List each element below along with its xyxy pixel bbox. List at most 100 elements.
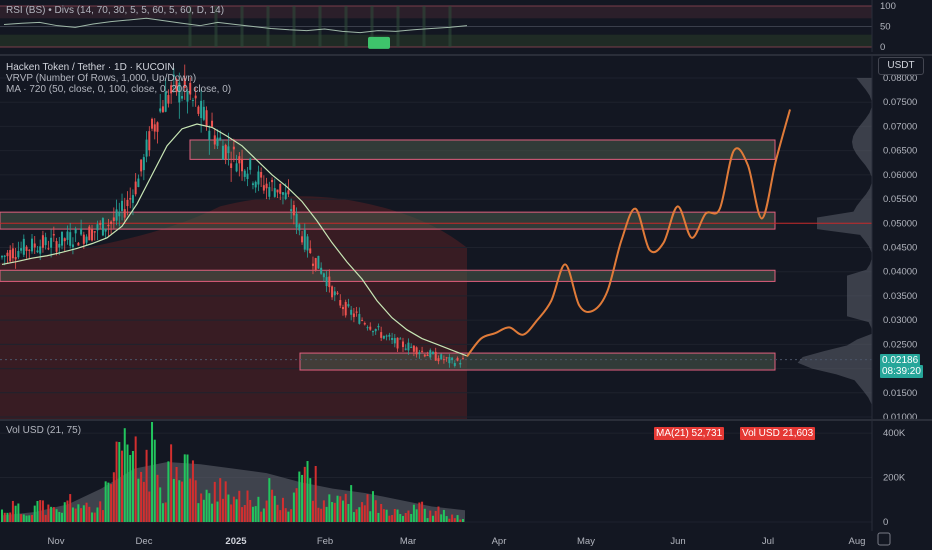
volume-bar — [276, 504, 279, 522]
currency-button[interactable]: USDT — [878, 57, 924, 75]
candle-body — [107, 224, 110, 227]
candle-body — [377, 325, 380, 328]
candle-body — [58, 243, 61, 248]
candle-body — [254, 181, 257, 188]
volume-bar — [431, 515, 434, 522]
volume-bar — [426, 518, 429, 522]
candle-body — [44, 237, 47, 246]
rsi-line — [3, 17, 468, 34]
price-tick-label: 0.06500 — [883, 146, 917, 157]
candle-body — [451, 357, 454, 361]
volume-bar — [14, 505, 17, 522]
candle-body — [448, 357, 451, 364]
volume-bar — [22, 514, 25, 522]
candle-body — [71, 244, 74, 248]
candle-body — [350, 309, 353, 315]
candle-body — [55, 241, 58, 252]
candle-body — [88, 226, 91, 241]
support-resistance-zone — [189, 139, 776, 160]
volume-bar — [200, 493, 203, 522]
volume-bar — [66, 500, 69, 522]
candle-body — [14, 257, 17, 260]
volume-bar — [194, 480, 197, 522]
price-tick-label: 0.02500 — [883, 339, 917, 350]
volume-bar — [344, 493, 347, 522]
pane-separator-top[interactable] — [0, 54, 932, 56]
candle-body — [431, 351, 434, 355]
rsi-pane: 100 50 0 — [0, 0, 896, 52]
volume-bar — [279, 510, 282, 522]
volume-bar — [205, 489, 208, 522]
candle-body — [273, 188, 276, 197]
candle-body — [118, 211, 121, 217]
volume-bar — [380, 503, 383, 522]
volume-bar — [101, 510, 104, 522]
candle-body — [159, 108, 162, 112]
volume-bar — [292, 492, 295, 522]
candle-body — [74, 229, 77, 234]
volume-bar — [241, 507, 244, 522]
candle-body — [131, 195, 134, 203]
chart-title: Hacken Token / Tether · 1D · KUCOIN — [6, 62, 175, 73]
pane-separator-bottom[interactable] — [0, 419, 932, 421]
volume-bar — [211, 503, 214, 522]
volume-bar — [88, 506, 91, 522]
volume-bar — [107, 482, 110, 522]
candle-body — [115, 209, 118, 221]
volume-bar — [407, 510, 410, 522]
time-axis[interactable]: Nov Dec 2025 Feb Mar Apr May Jun Jul Aug — [0, 531, 932, 550]
volume-bar — [161, 503, 164, 522]
candle-body — [52, 234, 55, 236]
candle-body — [358, 313, 361, 324]
volume-bar — [284, 508, 287, 522]
volume-bar — [246, 490, 249, 522]
candle-body — [423, 354, 426, 357]
time-axis-label: 2025 — [225, 536, 247, 547]
volume-bar — [9, 512, 12, 522]
volume-tick-label: 200K — [883, 473, 906, 484]
volume-bar — [126, 444, 129, 522]
volume-bar — [235, 499, 238, 522]
candle-body — [404, 348, 407, 350]
support-resistance-zone — [299, 352, 776, 371]
volume-bar — [374, 500, 377, 522]
candle-body — [216, 137, 219, 146]
volume-bar — [382, 509, 385, 522]
volume-bar — [58, 511, 61, 522]
candle-body — [121, 200, 124, 211]
volume-bar — [134, 436, 137, 522]
volume-value-badge: Vol USD 21,603 — [740, 427, 816, 440]
time-axis-label: Apr — [492, 536, 507, 547]
price-tick-label: 0.08000 — [883, 73, 917, 84]
volume-bar — [11, 500, 14, 522]
candle-body — [320, 267, 323, 274]
volume-bar — [110, 484, 113, 522]
volume-bar — [28, 515, 31, 522]
candle-body — [194, 95, 197, 99]
candle-body — [290, 209, 293, 212]
candle-body — [355, 311, 358, 313]
candle-body — [167, 95, 170, 104]
candle-body — [322, 273, 325, 278]
candle-body — [112, 217, 115, 222]
time-axis-label: Mar — [400, 536, 416, 547]
candle-body — [418, 352, 421, 355]
volume-bar — [358, 507, 361, 522]
volume-bar — [178, 480, 181, 522]
candle-body — [41, 235, 44, 248]
volume-bar — [208, 493, 211, 522]
candle-body — [442, 359, 445, 361]
volume-bar — [314, 465, 317, 522]
volume-bar — [260, 511, 263, 522]
candle-body — [126, 199, 129, 207]
candle-body — [25, 246, 28, 251]
volume-bar — [151, 422, 154, 522]
volume-bar — [216, 501, 219, 522]
volume-bar — [325, 506, 328, 522]
price-tick-label: 0.05000 — [883, 218, 917, 229]
volume-bar — [137, 478, 140, 522]
candle-body — [61, 231, 64, 246]
price-tick-label: 0.04500 — [883, 243, 917, 254]
moving-average-line — [1, 123, 468, 357]
volume-bar — [290, 509, 293, 522]
